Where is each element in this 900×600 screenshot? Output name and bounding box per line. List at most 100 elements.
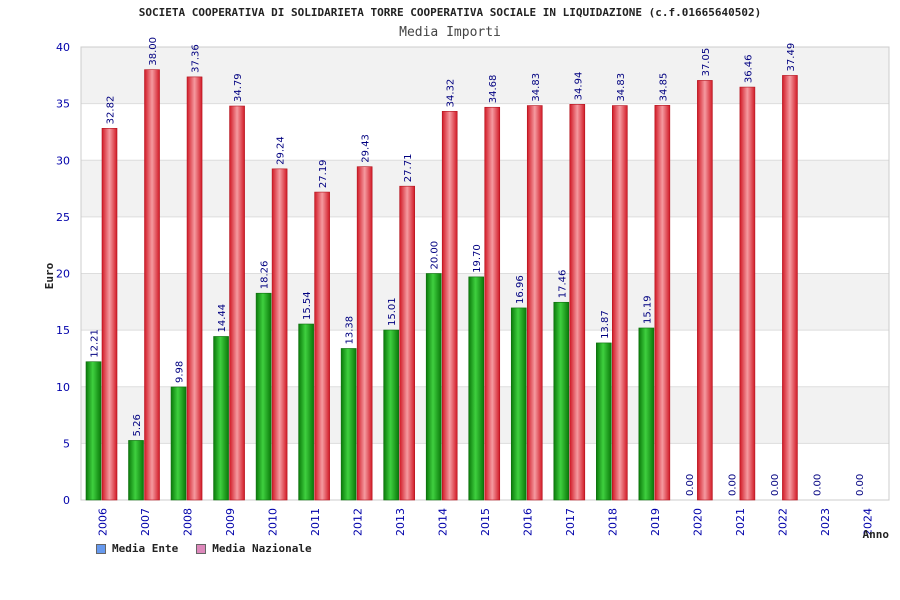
bar-media-nazionale	[271, 168, 288, 501]
data-label: 34.94	[573, 72, 584, 101]
bar-media-nazionale	[229, 105, 245, 501]
data-label: 37.05	[701, 48, 712, 77]
legend-label-ente: Media Ente	[112, 542, 179, 555]
data-label: 34.79	[233, 73, 244, 102]
data-label: 17.46	[557, 270, 568, 299]
x-tick-label: 2009	[224, 508, 237, 536]
data-label: 12.21	[90, 329, 101, 358]
data-label: 14.44	[217, 304, 228, 333]
x-tick-label: 2011	[309, 508, 322, 536]
bar-media-nazionale	[569, 104, 586, 501]
data-label: 0.00	[685, 474, 696, 496]
y-tick-label: 15	[56, 324, 70, 337]
bar-media-ente	[128, 440, 144, 501]
data-label: 18.26	[260, 261, 271, 290]
data-label: 29.24	[276, 136, 287, 165]
x-tick-label: 2021	[734, 508, 747, 536]
y-tick-label: 0	[63, 494, 70, 507]
data-label: 20.00	[430, 241, 441, 270]
bar-media-ente	[255, 292, 272, 501]
data-label: 15.01	[387, 297, 398, 326]
y-axis-label: Euro	[43, 262, 56, 289]
bar-media-nazionale	[484, 106, 501, 501]
x-tick-label: 2012	[351, 508, 364, 536]
y-tick-label: 25	[56, 211, 70, 224]
bar-media-ente	[596, 342, 612, 501]
data-label: 34.83	[531, 73, 542, 102]
legend-item-ente: Media Ente	[96, 542, 178, 555]
legend: Media Ente Media Nazionale	[96, 542, 312, 555]
bar-media-ente	[553, 301, 570, 501]
data-label: 13.87	[600, 310, 611, 339]
x-tick-label: 2014	[436, 508, 449, 536]
data-label: 0.00	[855, 474, 866, 496]
bar-media-nazionale	[782, 75, 798, 501]
x-tick-label: 2020	[692, 508, 705, 536]
x-tick-label: 2013	[394, 508, 407, 536]
y-tick-label: 5	[63, 437, 70, 450]
data-label: 16.96	[515, 275, 526, 304]
data-label: 19.70	[472, 244, 483, 273]
x-tick-label: 2019	[649, 508, 662, 536]
x-tick-label: 2006	[96, 508, 109, 536]
y-tick-label: 30	[56, 154, 70, 167]
bar-media-nazionale	[356, 166, 373, 501]
data-label: 15.19	[642, 295, 653, 324]
x-tick-label: 2023	[819, 508, 832, 536]
x-axis-label: Anno	[863, 528, 890, 541]
data-label: 34.32	[446, 79, 457, 108]
y-tick-label: 20	[56, 268, 70, 281]
data-label: 9.98	[175, 361, 186, 383]
legend-label-nazionale: Media Nazionale	[212, 542, 312, 555]
bar-media-ente	[425, 273, 442, 501]
x-tick-label: 2016	[522, 508, 535, 536]
bar-media-nazionale	[186, 76, 203, 501]
data-label: 34.68	[488, 75, 499, 104]
x-tick-label: 2018	[607, 508, 620, 536]
data-label: 37.49	[786, 43, 797, 72]
data-label: 38.00	[148, 37, 159, 66]
bar-media-nazionale	[612, 105, 628, 501]
y-tick-label: 35	[56, 98, 70, 111]
data-label: 34.85	[658, 73, 669, 102]
data-label: 0.00	[812, 474, 823, 496]
x-tick-label: 2008	[181, 508, 194, 536]
legend-item-nazionale: Media Nazionale	[196, 542, 312, 555]
data-label: 13.38	[345, 316, 356, 345]
x-tick-label: 2007	[139, 508, 152, 536]
bar-media-ente	[638, 327, 655, 501]
bar-media-nazionale	[101, 128, 118, 501]
bar-media-nazionale	[654, 105, 671, 501]
bar-media-ente	[85, 361, 102, 501]
bar-media-ente	[213, 336, 229, 501]
data-label: 27.19	[318, 159, 329, 188]
bar-media-nazionale	[399, 185, 415, 501]
chart-subtitle: Media Importi	[399, 25, 501, 40]
data-label: 0.00	[770, 474, 781, 496]
bar-media-nazionale	[526, 105, 543, 501]
legend-swatch-ente	[96, 543, 106, 554]
data-label: 29.43	[361, 134, 372, 163]
bar-media-nazionale	[697, 80, 713, 501]
y-tick-label: 10	[56, 381, 70, 394]
bar-media-ente	[170, 386, 187, 501]
bar-media-nazionale	[441, 111, 458, 501]
bar-media-ente	[383, 329, 399, 501]
legend-swatch-nazionale	[196, 543, 207, 554]
x-tick-label: 2017	[564, 508, 577, 536]
data-label: 27.71	[403, 154, 414, 183]
data-label: 37.36	[191, 44, 202, 73]
y-tick-label: 40	[56, 41, 70, 54]
x-tick-label: 2022	[777, 508, 790, 536]
data-label: 5.26	[132, 414, 143, 436]
bar-media-ente	[510, 307, 527, 501]
page-title: SOCIETA COOPERATIVA DI SOLIDARIETA TORRE…	[138, 6, 762, 19]
x-tick-label: 2024	[862, 508, 875, 536]
bar-media-ente	[340, 348, 357, 501]
data-label: 0.00	[727, 474, 738, 496]
bar-media-nazionale	[739, 86, 756, 501]
x-tick-label: 2010	[266, 508, 279, 536]
bar-media-ente	[468, 276, 485, 501]
bar-media-nazionale	[144, 69, 160, 501]
